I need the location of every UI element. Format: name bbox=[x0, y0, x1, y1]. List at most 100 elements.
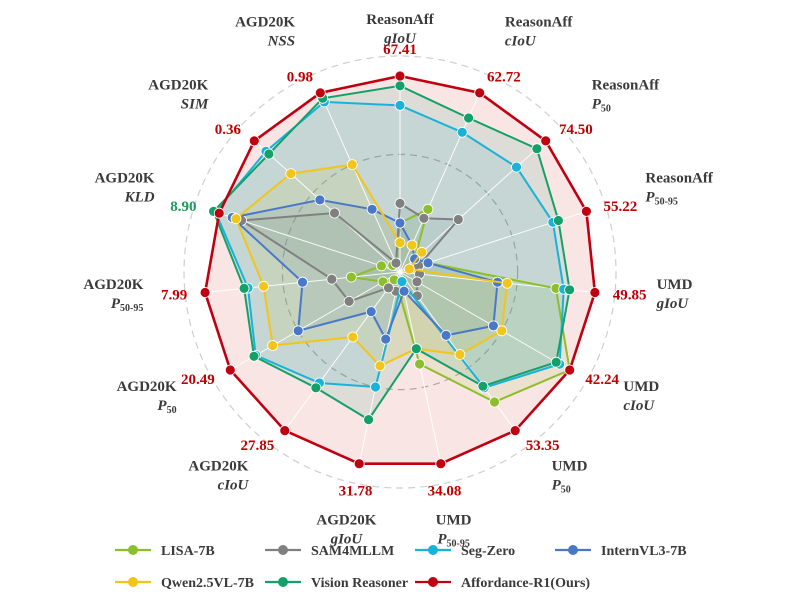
series-point-vision-reasoner bbox=[477, 380, 489, 392]
series-point-affordance-r1-ours bbox=[353, 458, 365, 470]
axis-metric-label: gIoU bbox=[656, 296, 690, 312]
axis-dataset-label: AGD20K bbox=[235, 14, 295, 30]
legend: LISA-7B SAM4MLLM Seg-Zero InternVL3-7B Qwen2… bbox=[115, 544, 687, 591]
axis-metric-label: NSS bbox=[267, 33, 296, 49]
legend-swatch-marker bbox=[128, 577, 138, 587]
series-point-affordance-r1-ours bbox=[589, 287, 601, 298]
axis-best-value: 42.24 bbox=[585, 372, 619, 388]
series-point-qwen2-5vl-7b bbox=[406, 239, 418, 251]
axis-dataset-label: ReasonAff bbox=[592, 77, 660, 93]
axis-dataset-label: ReasonAff bbox=[645, 170, 713, 186]
series-point-lisa-7b bbox=[489, 396, 500, 408]
series-point-affordance-r1-ours bbox=[279, 425, 291, 437]
series-point-internvl3-7b bbox=[422, 257, 434, 269]
series-point-qwen2-5vl-7b bbox=[230, 213, 242, 225]
series-point-affordance-r1-ours bbox=[474, 87, 486, 99]
series-point-internvl3-7b bbox=[292, 325, 304, 337]
spoke-overlay bbox=[284, 271, 401, 431]
legend-item-qwen2-5vl-7b: Qwen2.5VL-7B bbox=[161, 576, 254, 591]
axis-best-value: 62.72 bbox=[487, 70, 521, 86]
series-point-affordance-r1-ours bbox=[224, 364, 236, 376]
series-point-vision-reasoner bbox=[394, 80, 406, 92]
legend-swatch-marker bbox=[278, 577, 288, 587]
axis-dataset-label: UMD bbox=[436, 512, 472, 528]
series-point-qwen2-5vl-7b bbox=[347, 331, 359, 343]
series-point-internvl3-7b bbox=[398, 285, 410, 297]
series-point-sam4mllm bbox=[394, 197, 406, 209]
series-point-internvl3-7b bbox=[409, 253, 421, 265]
series-point-vision-reasoner bbox=[553, 215, 564, 226]
legend-item-sam4mllm: SAM4MLLM bbox=[311, 544, 394, 559]
legend-swatch-marker bbox=[568, 545, 578, 555]
legend-item-affordance-r1-ours: Affordance-R1(Ours) bbox=[461, 576, 590, 591]
series-point-seg-zero bbox=[396, 276, 408, 288]
axis-best-value: 8.90 bbox=[170, 199, 196, 215]
series-point-lisa-7b bbox=[414, 358, 426, 370]
series-point-internvl3-7b bbox=[297, 276, 308, 288]
legend-swatch-marker bbox=[428, 577, 438, 587]
axis-metric-label: P50 bbox=[157, 398, 176, 416]
series-point-qwen2-5vl-7b bbox=[501, 277, 513, 289]
axis-metric-label: P50-95 bbox=[645, 189, 678, 207]
series-point-internvl3-7b bbox=[366, 203, 378, 215]
axis-dataset-label: AGD20K bbox=[188, 459, 248, 475]
legend-swatch-marker bbox=[278, 545, 288, 555]
axis-dataset-label: AGD20K bbox=[83, 277, 143, 293]
axis-best-value: 0.98 bbox=[287, 70, 313, 86]
axis-metric-label: cIoU bbox=[505, 33, 537, 49]
series-point-affordance-r1-ours bbox=[248, 135, 260, 147]
series-point-vision-reasoner bbox=[410, 343, 422, 355]
series-point-qwen2-5vl-7b bbox=[374, 360, 386, 372]
axis-metric-label: KLD bbox=[124, 189, 155, 205]
series-point-qwen2-5vl-7b bbox=[394, 237, 406, 249]
series-point-vision-reasoner bbox=[310, 382, 322, 394]
series-area bbox=[351, 209, 570, 402]
series-point-vision-reasoner bbox=[248, 350, 260, 362]
series-point-qwen2-5vl-7b bbox=[403, 263, 415, 275]
axis-best-value: 0.36 bbox=[215, 122, 242, 138]
series-point-affordance-r1-ours bbox=[564, 364, 576, 376]
legend-item-internvl3-7b: InternVL3-7B bbox=[601, 544, 687, 559]
series-point-qwen2-5vl-7b bbox=[267, 340, 279, 351]
series-layer bbox=[199, 70, 601, 470]
series-point-lisa-7b bbox=[345, 271, 357, 283]
axis-metric-label: cIoU bbox=[218, 478, 250, 494]
axis-dataset-label: AGD20K bbox=[316, 512, 376, 528]
legend-item-seg-zero: Seg-Zero bbox=[461, 544, 515, 559]
outer-ring bbox=[183, 55, 617, 489]
series-point-vision-reasoner bbox=[238, 282, 250, 294]
series-point-vision-reasoner bbox=[263, 148, 275, 160]
series-point-sam4mllm bbox=[411, 276, 423, 288]
axis-best-value: 49.85 bbox=[613, 287, 647, 303]
spoke-overlay bbox=[254, 140, 401, 273]
axis-best-value: 53.35 bbox=[526, 438, 560, 454]
axis-best-value: 31.78 bbox=[339, 483, 373, 499]
series-point-qwen2-5vl-7b bbox=[416, 246, 428, 258]
series-line-vision-reasoner bbox=[212, 84, 571, 421]
axis-best-value: 20.49 bbox=[181, 372, 215, 388]
series-point-qwen2-5vl-7b bbox=[496, 325, 508, 337]
series-point-affordance-r1-ours bbox=[199, 287, 211, 298]
axis-metric-label: gIoU bbox=[330, 531, 364, 547]
spoke-overlay bbox=[399, 271, 570, 371]
axis-best-value: 27.85 bbox=[240, 438, 274, 454]
legend-swatch-marker bbox=[428, 545, 438, 555]
series-point-affordance-r1-ours bbox=[540, 135, 552, 147]
axis-best-value: 7.99 bbox=[161, 287, 187, 303]
axis-dataset-label: ReasonAff bbox=[366, 12, 434, 28]
axis-dataset-label: ReasonAff bbox=[505, 14, 573, 30]
legend-item-lisa-7b: LISA-7B bbox=[161, 544, 215, 559]
series-point-qwen2-5vl-7b bbox=[454, 349, 466, 360]
series-point-internvl3-7b bbox=[440, 329, 452, 341]
series-point-affordance-r1-ours bbox=[581, 205, 592, 217]
series-point-vision-reasoner bbox=[564, 284, 575, 296]
series-point-seg-zero bbox=[394, 100, 406, 111]
series-point-affordance-r1-ours bbox=[435, 458, 447, 470]
series-line-qwen2-5vl-7b bbox=[234, 163, 509, 368]
series-point-internvl3-7b bbox=[394, 217, 406, 229]
series-point-sam4mllm bbox=[326, 273, 338, 285]
series-point-internvl3-7b bbox=[487, 320, 499, 332]
series-point-qwen2-5vl-7b bbox=[346, 159, 358, 171]
axis-best-value: 74.50 bbox=[559, 122, 593, 138]
series-area bbox=[232, 199, 498, 340]
